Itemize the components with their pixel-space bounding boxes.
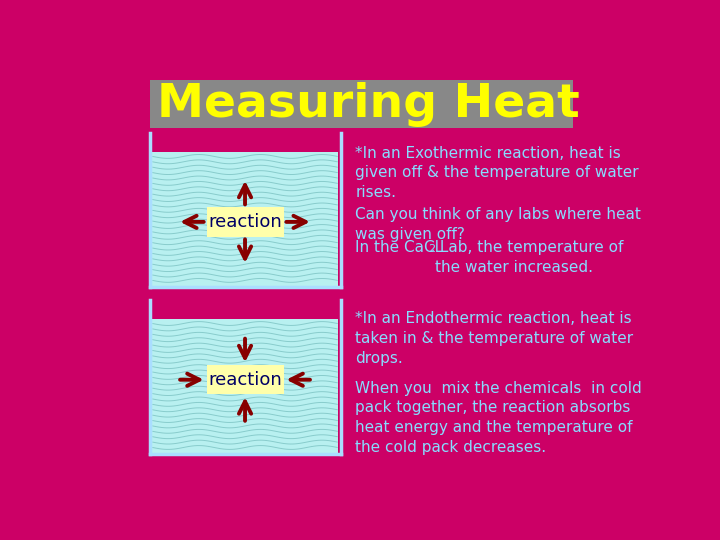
Text: *In an Exothermic reaction, heat is
given off & the temperature of water
rises.: *In an Exothermic reaction, heat is give…	[355, 146, 639, 200]
Bar	[150, 80, 573, 128]
Text: Measuring Heat: Measuring Heat	[157, 82, 580, 126]
Text: Can you think of any labs where heat
was given off?: Can you think of any labs where heat was…	[355, 207, 641, 242]
Text: reaction: reaction	[208, 371, 282, 389]
Bar	[152, 152, 338, 287]
Text: In the CaCL: In the CaCL	[355, 240, 444, 255]
Bar	[152, 132, 338, 152]
Bar	[207, 207, 284, 237]
Text: When you  mix the chemicals  in cold
pack together, the reaction absorbs
heat en: When you mix the chemicals in cold pack …	[355, 381, 642, 455]
Text: 2: 2	[428, 244, 436, 254]
Bar	[152, 300, 338, 319]
Text: reaction: reaction	[208, 213, 282, 231]
Text: *In an Endothermic reaction, heat is
taken in & the temperature of water
drops.: *In an Endothermic reaction, heat is tak…	[355, 311, 634, 366]
Bar	[152, 319, 338, 454]
Text: Lab, the temperature of
the water increased.: Lab, the temperature of the water increa…	[435, 240, 624, 275]
Bar	[207, 365, 284, 394]
